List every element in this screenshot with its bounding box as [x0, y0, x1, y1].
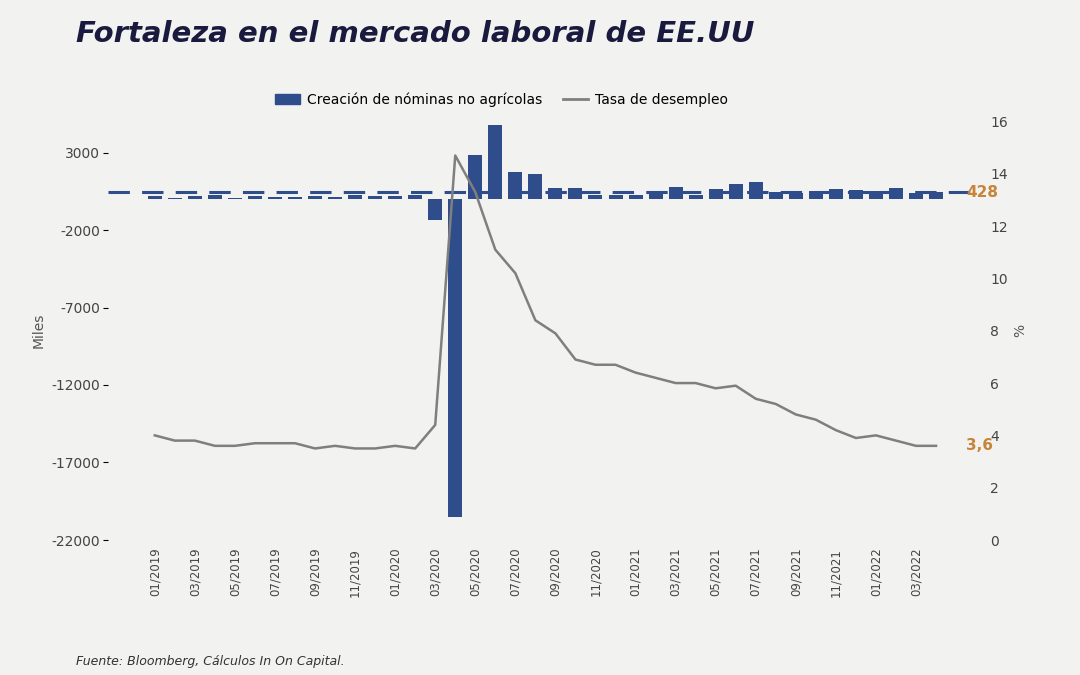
Bar [909, 193, 923, 199]
Bar [589, 195, 603, 199]
Text: Fortaleza en el mercado laboral de EE.UU: Fortaleza en el mercado laboral de EE.UU [76, 20, 754, 48]
Legend: Creación de nóminas no agrícolas, Tasa de desempleo: Creación de nóminas no agrícolas, Tasa d… [270, 86, 733, 112]
Text: 428: 428 [967, 185, 998, 200]
Bar [228, 198, 242, 199]
Bar [469, 155, 483, 199]
Bar [788, 193, 802, 199]
Bar [288, 197, 302, 199]
Bar [408, 195, 422, 199]
Bar [608, 195, 622, 199]
Bar [809, 191, 823, 199]
Bar [708, 190, 723, 199]
Bar [689, 195, 703, 199]
Bar [849, 190, 863, 199]
Bar [769, 192, 783, 199]
Bar [549, 188, 563, 199]
Bar [368, 196, 382, 199]
Bar [148, 196, 162, 199]
Bar [929, 192, 943, 199]
Bar [568, 188, 582, 199]
Bar [649, 191, 663, 199]
Bar [729, 184, 743, 199]
Bar [889, 188, 903, 199]
Bar [248, 196, 262, 199]
Bar [428, 199, 442, 220]
Bar [669, 187, 683, 199]
Bar [488, 125, 502, 199]
Y-axis label: Miles: Miles [32, 313, 46, 348]
Bar [328, 197, 342, 199]
Bar [207, 195, 221, 199]
Bar [629, 195, 643, 199]
Text: Fuente: Bloomberg, Cálculos In On Capital.: Fuente: Bloomberg, Cálculos In On Capita… [76, 655, 345, 668]
Bar [348, 195, 362, 199]
Text: 3,6: 3,6 [967, 438, 994, 454]
Bar [509, 172, 523, 199]
Bar [388, 196, 402, 199]
Bar [268, 196, 282, 199]
Bar [828, 189, 842, 199]
Bar [528, 174, 542, 199]
Bar [869, 191, 883, 199]
Bar [188, 196, 202, 199]
Bar [748, 182, 762, 199]
Y-axis label: %: % [1014, 324, 1028, 338]
Bar [308, 196, 322, 199]
Bar [167, 198, 181, 199]
Bar [448, 199, 462, 517]
